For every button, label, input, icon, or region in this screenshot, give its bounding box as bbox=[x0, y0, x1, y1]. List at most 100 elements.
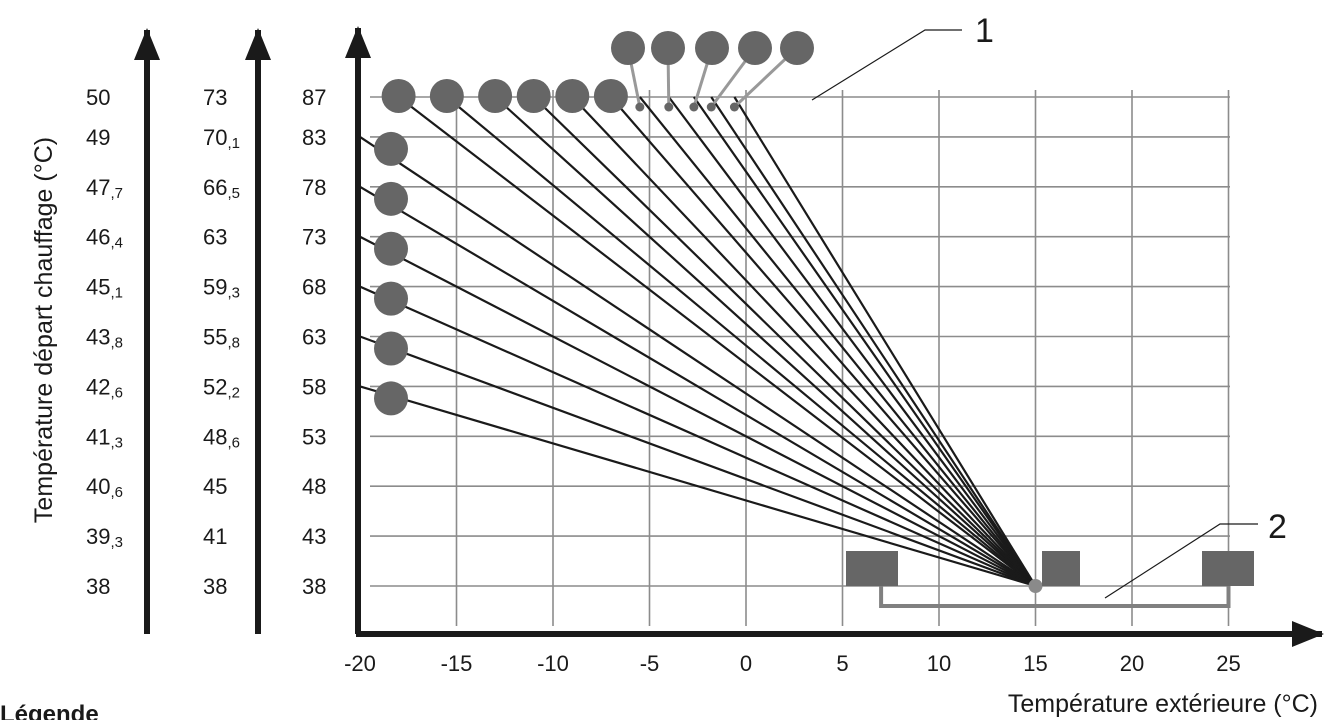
heating-curve bbox=[733, 96, 1037, 587]
x-axis-head bbox=[1292, 621, 1324, 647]
heating-curves bbox=[359, 96, 1037, 588]
scale-tick-label: 55,8 bbox=[203, 325, 240, 352]
callout-1: 1 bbox=[975, 12, 994, 50]
scale-tick-label: 41,3 bbox=[86, 424, 123, 451]
range-bracket bbox=[879, 585, 1231, 608]
callout-2: 2 bbox=[1268, 508, 1287, 546]
heating-curve bbox=[494, 96, 1037, 587]
curve-marker bbox=[516, 79, 551, 113]
heating-curve bbox=[359, 285, 1036, 588]
x-tick-label: 15 bbox=[1023, 651, 1047, 676]
curve-marker bbox=[555, 79, 590, 113]
scale-tick-label: 46,4 bbox=[86, 225, 123, 252]
scale-tick-label: 78 bbox=[302, 175, 326, 200]
scale-tick-label: 63 bbox=[203, 225, 227, 250]
curve-marker bbox=[374, 281, 408, 316]
heating-curve bbox=[359, 335, 1036, 588]
curve-marker bbox=[780, 31, 814, 65]
range-marker-mid bbox=[1042, 551, 1080, 586]
curve-marker bbox=[374, 231, 408, 266]
x-tick-label: 25 bbox=[1216, 651, 1240, 676]
y-axis-title: Température départ chauffage (°C) bbox=[30, 137, 58, 523]
scale-tick-label: 48,6 bbox=[203, 424, 240, 451]
curve-marker bbox=[374, 331, 408, 366]
x-tick-label: 0 bbox=[740, 651, 752, 676]
scale-tick-label: 70,1 bbox=[203, 125, 240, 152]
adjustment-bracket bbox=[846, 551, 1254, 608]
legend-title: Légende bbox=[0, 701, 99, 720]
scale-tick-label: 40,6 bbox=[86, 474, 123, 501]
heating-curve bbox=[359, 185, 1037, 587]
curve-marker bbox=[695, 31, 729, 65]
heating-curve bbox=[667, 96, 1037, 587]
curve-marker bbox=[381, 79, 416, 113]
pivot-point bbox=[1028, 579, 1043, 593]
curve-marker bbox=[593, 79, 628, 113]
scale-tick-label: 87 bbox=[302, 85, 326, 110]
heating-curve bbox=[446, 96, 1037, 587]
heating-curve bbox=[571, 96, 1037, 587]
scale-tick-label: 59,3 bbox=[203, 275, 240, 302]
curve-marker bbox=[374, 131, 408, 166]
scale-tick-label: 45 bbox=[203, 474, 227, 499]
scale-tick-label: 38 bbox=[86, 574, 110, 599]
scale-axis-2-head bbox=[245, 28, 271, 60]
scale-tick-label: 58 bbox=[302, 374, 326, 399]
x-tick-label: 10 bbox=[927, 651, 951, 676]
range-marker-right bbox=[1202, 551, 1254, 586]
curve-marker bbox=[738, 31, 772, 65]
callout-1-leader bbox=[811, 29, 962, 101]
heating-curve bbox=[359, 235, 1037, 587]
scale-tick-label: 50 bbox=[86, 85, 110, 110]
heating-curve bbox=[359, 385, 1036, 588]
x-tick-label: 20 bbox=[1120, 651, 1144, 676]
scale-tick-label: 83 bbox=[302, 125, 326, 150]
curve-dot bbox=[729, 102, 739, 112]
heating-curve bbox=[397, 96, 1037, 587]
scale-tick-label: 73 bbox=[302, 225, 326, 250]
x-tick-label: -15 bbox=[441, 651, 473, 676]
curve-marker bbox=[374, 381, 408, 416]
scale-tick-label: 43 bbox=[302, 524, 326, 549]
scale-tick-label: 52,2 bbox=[203, 374, 240, 401]
heating-curve bbox=[359, 136, 1037, 587]
scale-tick-label: 38 bbox=[203, 574, 227, 599]
curve-marker bbox=[374, 181, 408, 216]
scale-tick-label: 42,6 bbox=[86, 374, 123, 401]
range-marker-left bbox=[846, 551, 898, 586]
curve-marker bbox=[429, 79, 464, 113]
scale-tick-label: 63 bbox=[302, 325, 326, 350]
x-tick-label: -10 bbox=[537, 651, 569, 676]
scale-tick-label: 45,1 bbox=[86, 275, 123, 302]
scale-tick-label: 47,7 bbox=[86, 175, 123, 202]
x-tick-label: -5 bbox=[640, 651, 660, 676]
scale-axis-1-head bbox=[134, 28, 160, 60]
scale-columns: 50 49 47,7 46,4 45,1 43,8 42,6 41,3 40,6 39,3 38 73… bbox=[86, 85, 326, 599]
curve-marker bbox=[478, 79, 513, 113]
curve-dot bbox=[664, 102, 674, 112]
curve-dot bbox=[706, 102, 716, 112]
scale-tick-label: 38 bbox=[302, 574, 326, 599]
heating-curve bbox=[610, 96, 1037, 587]
scale-tick-label: 41 bbox=[203, 524, 227, 549]
x-axis-title: Température extérieure (°C) bbox=[1008, 690, 1318, 718]
heating-curve bbox=[532, 96, 1037, 587]
scale-tick-label: 68 bbox=[302, 275, 326, 300]
curve-dot bbox=[635, 102, 645, 112]
scale-tick-label: 48 bbox=[302, 474, 326, 499]
scale-tick-label: 66,5 bbox=[203, 175, 240, 202]
labels: -20 -15 -10 -5 0 5 10 15 20 25 bbox=[344, 29, 1258, 676]
callout-2-leader bbox=[1104, 523, 1258, 599]
scale-tick-label: 49 bbox=[86, 125, 110, 150]
scale-tick-label: 73 bbox=[203, 85, 227, 110]
curve-dot bbox=[689, 102, 699, 112]
curve-marker bbox=[611, 31, 645, 65]
scale-tick-label: 43,8 bbox=[86, 325, 123, 352]
heating-curve bbox=[638, 96, 1037, 587]
x-tick-label: -20 bbox=[344, 651, 376, 676]
heating-curve bbox=[710, 96, 1037, 587]
scale-tick-label: 39,3 bbox=[86, 524, 123, 551]
heating-curve bbox=[692, 96, 1037, 587]
scale-tick-label: 53 bbox=[302, 424, 326, 449]
